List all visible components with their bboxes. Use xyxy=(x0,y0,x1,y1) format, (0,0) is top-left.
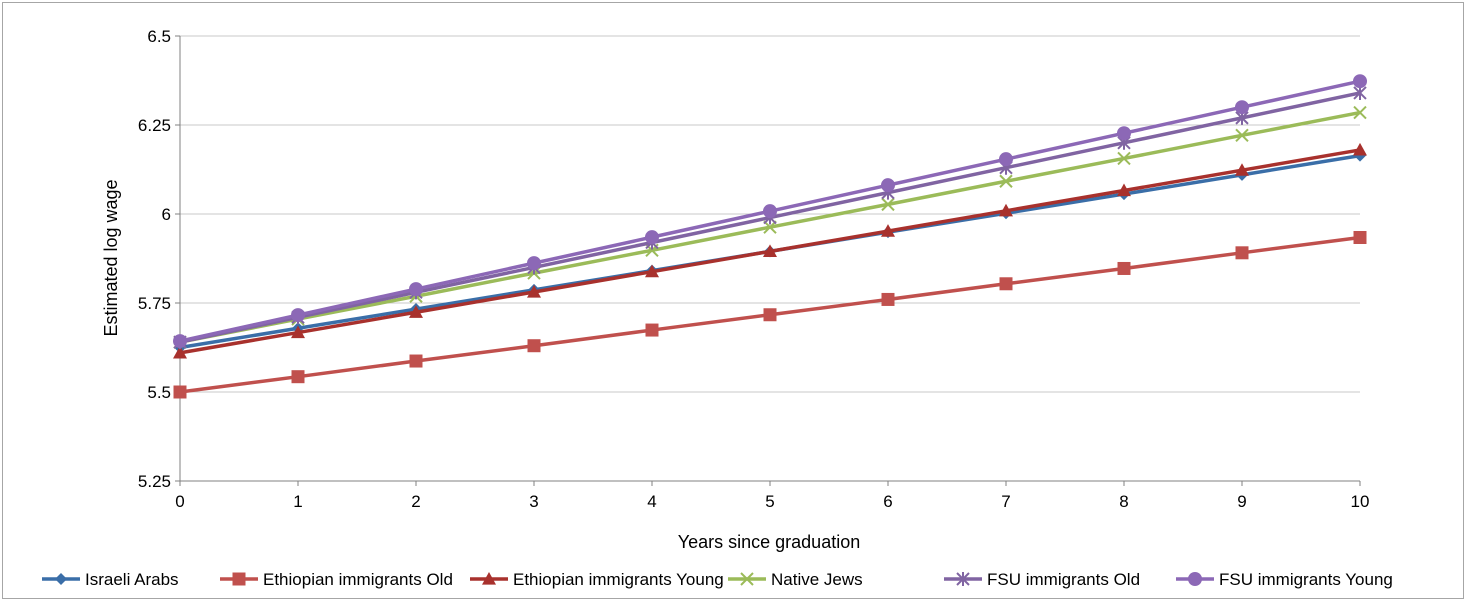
y-tick-label: 5.25 xyxy=(138,472,171,491)
data-point xyxy=(999,174,1013,188)
data-point xyxy=(645,323,659,337)
series-ethiopian-immigrants-young xyxy=(173,142,1367,359)
data-point xyxy=(409,305,423,318)
data-point xyxy=(1117,183,1131,197)
data-point xyxy=(291,325,305,339)
data-point xyxy=(881,224,895,237)
data-point xyxy=(645,230,659,245)
data-point xyxy=(527,256,541,271)
data-point xyxy=(1353,85,1367,100)
data-point xyxy=(1353,230,1367,244)
data-point xyxy=(173,385,187,399)
legend-marker xyxy=(956,572,970,586)
legend-item: Israeli Arabs xyxy=(42,570,179,589)
data-point xyxy=(999,203,1013,217)
x-tick-label: 0 xyxy=(175,492,184,511)
data-point xyxy=(527,339,541,353)
data-point xyxy=(763,204,777,219)
data-point xyxy=(1235,128,1249,143)
data-point xyxy=(763,244,777,257)
data-point xyxy=(645,264,659,278)
data-point xyxy=(881,197,895,212)
data-point xyxy=(409,354,423,368)
x-tick-label: 8 xyxy=(1119,492,1128,511)
y-tick-label: 5.75 xyxy=(138,294,171,313)
axes xyxy=(179,36,1360,482)
data-point xyxy=(881,178,895,193)
data-point xyxy=(1117,126,1131,141)
legend-marker xyxy=(1188,572,1202,586)
legend-item: FSU immigrants Old xyxy=(944,570,1140,589)
x-tick-label: 9 xyxy=(1237,492,1246,511)
legend-marker xyxy=(232,572,246,586)
data-point xyxy=(1353,105,1367,120)
legend-label: Ethiopian immigrants Old xyxy=(263,570,453,589)
legend-label: Ethiopian immigrants Young xyxy=(513,570,724,589)
x-axis-ticks: 0 1 2 3 4 5 6 7 8 9 10 xyxy=(175,481,1369,511)
data-point xyxy=(999,152,1013,167)
data-point xyxy=(1353,74,1367,89)
data-point xyxy=(1117,151,1131,166)
data-point xyxy=(1235,100,1249,115)
y-tick-label: 6.25 xyxy=(138,116,171,135)
data-point xyxy=(291,370,305,384)
data-point xyxy=(1235,246,1249,260)
series-lines xyxy=(173,74,1367,399)
series-ethiopian-immigrants-old xyxy=(173,230,1367,399)
y-axis-ticks: 5.25 5.5 5.75 6 6.25 6.5 xyxy=(138,27,180,491)
data-point xyxy=(1117,261,1131,275)
x-axis-title: Years since graduation xyxy=(678,532,860,552)
y-tick-label: 5.5 xyxy=(147,383,171,402)
x-tick-label: 7 xyxy=(1001,492,1010,511)
data-point xyxy=(409,282,423,297)
data-point xyxy=(291,308,305,323)
x-tick-label: 3 xyxy=(529,492,538,511)
legend-item: Native Jews xyxy=(728,570,863,589)
y-tick-label: 6 xyxy=(162,205,171,224)
data-point xyxy=(763,220,777,234)
data-point xyxy=(527,284,541,298)
legend-item: Ethiopian immigrants Old xyxy=(220,570,453,589)
series-fsu-immigrants-young xyxy=(173,74,1367,349)
data-point xyxy=(173,334,187,349)
data-point xyxy=(881,292,895,306)
legend-label: FSU immigrants Old xyxy=(987,570,1140,589)
x-tick-label: 1 xyxy=(293,492,302,511)
data-point xyxy=(763,308,777,322)
data-point xyxy=(173,345,187,359)
x-tick-label: 2 xyxy=(411,492,420,511)
data-point xyxy=(1353,142,1367,156)
x-tick-label: 10 xyxy=(1351,492,1370,511)
legend-item: Ethiopian immigrants Young xyxy=(470,570,724,589)
x-tick-label: 6 xyxy=(883,492,892,511)
legend-label: FSU immigrants Young xyxy=(1219,570,1393,589)
y-axis-title: Estimated log wage xyxy=(101,179,121,336)
legend-marker xyxy=(482,572,496,585)
y-tick-label: 6.5 xyxy=(147,27,171,46)
legend: Israeli Arabs Ethiopian immigrants Old Eth… xyxy=(42,570,1393,589)
x-tick-label: 4 xyxy=(647,492,656,511)
x-tick-label: 5 xyxy=(765,492,774,511)
legend-item: FSU immigrants Young xyxy=(1176,570,1393,589)
data-point xyxy=(1235,163,1249,176)
data-point xyxy=(999,277,1013,291)
legend-label: Native Jews xyxy=(771,570,863,589)
legend-marker xyxy=(55,573,67,585)
legend-marker xyxy=(740,572,754,586)
legend-label: Israeli Arabs xyxy=(85,570,179,589)
